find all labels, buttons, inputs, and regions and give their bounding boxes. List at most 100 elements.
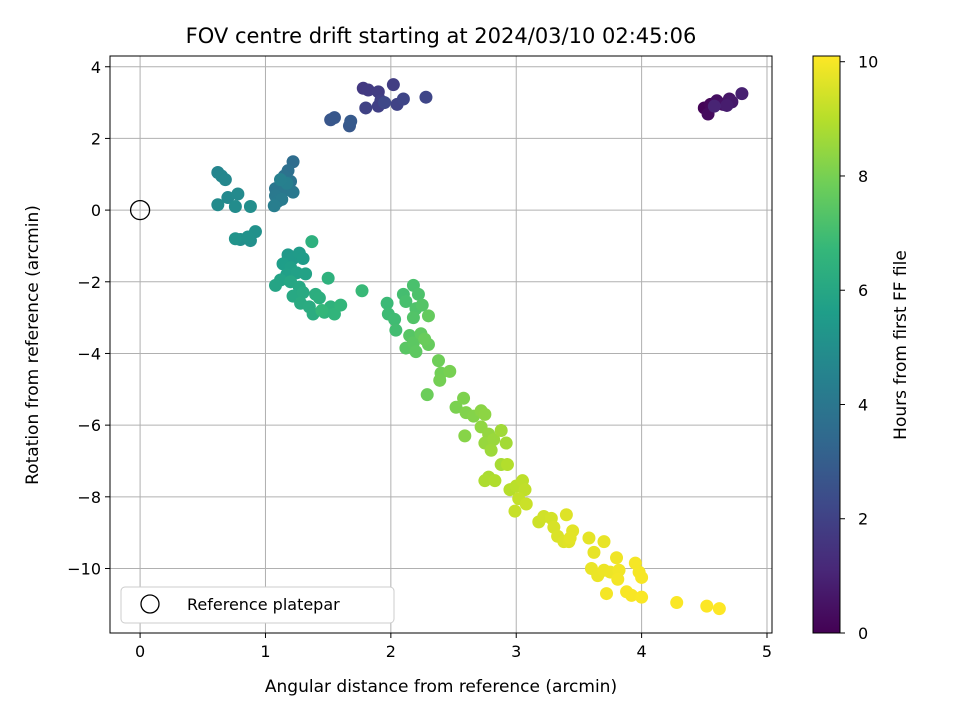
colorbar-tick-label: 8 — [858, 167, 868, 186]
legend-label: Reference platepar — [187, 595, 340, 614]
data-point — [267, 199, 281, 213]
x-tick-label: 3 — [511, 642, 521, 661]
data-point — [478, 474, 492, 488]
colorbar: 0 2 4 6 8 10 Hours from first FF file — [812, 53, 911, 643]
data-point — [587, 545, 601, 559]
colorbar-tick-label: 4 — [858, 395, 868, 414]
data-point — [563, 531, 577, 545]
data-point — [610, 551, 624, 565]
data-point — [241, 230, 255, 244]
data-point — [488, 474, 502, 488]
y-tick-label: −10 — [67, 559, 101, 578]
colorbar-gradient — [812, 55, 841, 634]
y-tick-label: 0 — [91, 201, 101, 220]
data-point — [419, 90, 433, 104]
data-point — [361, 83, 375, 97]
data-point — [484, 443, 498, 457]
y-tick-label: 4 — [91, 58, 101, 77]
data-point — [218, 173, 232, 187]
data-point — [635, 590, 649, 604]
colorbar-tick-label: 10 — [858, 53, 878, 72]
data-point — [500, 458, 514, 472]
data-point — [670, 596, 684, 610]
data-point — [211, 198, 225, 212]
y-tick-label: −8 — [77, 488, 101, 507]
legend: Reference platepar — [120, 586, 395, 624]
data-point — [420, 388, 434, 402]
data-point — [499, 436, 513, 450]
data-point — [274, 173, 288, 187]
y-tick-label: −4 — [77, 344, 101, 363]
chart-title: FOV centre drift starting at 2024/03/10 … — [186, 24, 697, 48]
x-axis-ticks: 0 1 2 3 4 5 — [135, 633, 772, 661]
data-point — [380, 296, 394, 310]
data-point — [406, 311, 420, 325]
data-point — [411, 287, 425, 301]
data-point — [228, 232, 242, 246]
legend-marker — [140, 594, 160, 614]
data-point — [582, 531, 596, 545]
y-tick-label: 2 — [91, 129, 101, 148]
data-point — [389, 323, 403, 337]
data-point — [231, 187, 245, 201]
data-point — [269, 278, 282, 292]
data-point — [559, 508, 573, 522]
y-axis-label: Rotation from reference (arcmin) — [23, 205, 43, 485]
data-point — [449, 400, 463, 414]
data-point — [296, 286, 310, 300]
colorbar-tick-label: 0 — [858, 624, 868, 643]
data-point — [388, 312, 402, 326]
data-point — [386, 78, 400, 92]
x-tick-label: 2 — [386, 642, 396, 661]
x-tick-label: 4 — [637, 642, 647, 661]
data-point — [431, 354, 445, 368]
grid-lines — [110, 56, 772, 633]
colorbar-ticks: 0 2 4 6 8 10 — [840, 53, 878, 643]
data-point — [720, 98, 734, 112]
data-point — [396, 92, 410, 106]
data-point — [625, 588, 639, 602]
data-point — [344, 114, 358, 128]
data-point — [221, 191, 235, 205]
data-point — [334, 298, 348, 312]
data-point — [418, 332, 432, 346]
axes-frame — [109, 55, 773, 634]
colorbar-tick-label: 6 — [858, 281, 868, 300]
data-point — [487, 432, 501, 446]
data-point — [457, 391, 471, 405]
data-point — [433, 373, 447, 387]
data-point — [355, 284, 369, 298]
colorbar-tick-label: 2 — [858, 510, 868, 529]
data-point — [597, 535, 611, 549]
colorbar-label: Hours from first FF file — [891, 250, 911, 440]
data-point — [321, 271, 335, 285]
data-point — [443, 364, 457, 378]
x-tick-label: 5 — [762, 642, 772, 661]
x-tick-label: 0 — [135, 642, 145, 661]
data-point — [305, 235, 319, 249]
data-point — [494, 424, 508, 438]
reference-point — [129, 199, 151, 221]
data-point — [299, 267, 313, 281]
data-point — [508, 504, 522, 518]
data-point — [458, 429, 472, 443]
x-tick-label: 1 — [260, 642, 270, 661]
data-point — [611, 572, 625, 586]
data-point — [378, 96, 392, 110]
data-point — [700, 599, 714, 613]
data-point — [478, 407, 492, 421]
scatter-points — [211, 78, 749, 616]
data-point — [359, 101, 373, 115]
data-point — [707, 99, 721, 113]
data-point — [415, 298, 429, 312]
data-point — [315, 303, 329, 317]
data-point — [327, 111, 341, 125]
data-point — [312, 291, 326, 305]
data-point — [243, 200, 257, 214]
data-point — [399, 294, 413, 308]
y-tick-label: −6 — [77, 416, 101, 435]
x-axis-label: Angular distance from reference (arcmin) — [265, 677, 617, 697]
data-point — [421, 309, 435, 323]
y-tick-label: −2 — [77, 273, 101, 292]
